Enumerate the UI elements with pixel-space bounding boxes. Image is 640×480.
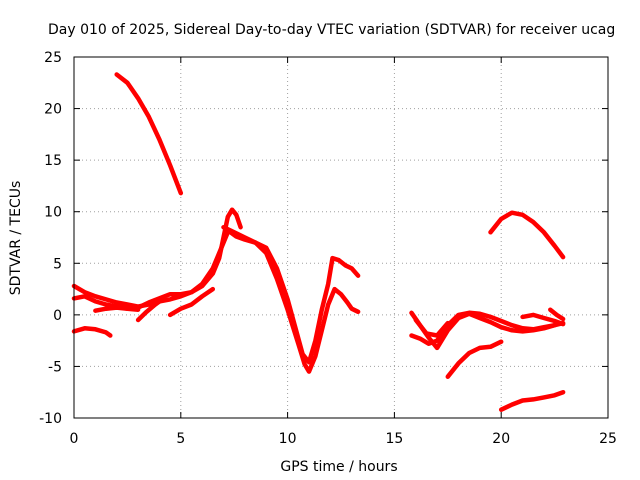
series-line-s5 bbox=[93, 305, 141, 313]
y-tick-label: 10 bbox=[44, 205, 62, 221]
series-line-s16 bbox=[520, 312, 566, 327]
y-tick-label: 15 bbox=[44, 153, 62, 169]
y-tick-label: -10 bbox=[39, 411, 62, 427]
series-line-s11 bbox=[409, 310, 557, 351]
series-line-s4 bbox=[71, 326, 113, 338]
x-tick-label: 25 bbox=[599, 431, 617, 447]
series-line-s14 bbox=[488, 210, 566, 260]
series-line-s1 bbox=[114, 72, 184, 196]
series-line-s2 bbox=[71, 207, 243, 309]
series-line-s7 bbox=[135, 296, 166, 323]
series-line-s6 bbox=[167, 286, 216, 318]
x-tick-label: 15 bbox=[385, 431, 403, 447]
series-line-s8 bbox=[221, 224, 361, 374]
x-axis-label: GPS time / hours bbox=[280, 459, 397, 475]
series-line-s17 bbox=[548, 307, 566, 322]
plot-frame bbox=[73, 56, 609, 419]
series-line-s12 bbox=[413, 317, 451, 338]
grid bbox=[74, 57, 608, 418]
series-layer bbox=[71, 72, 566, 412]
y-tick-label: 0 bbox=[53, 308, 62, 324]
series-line-s15 bbox=[498, 389, 566, 412]
series-line-s9 bbox=[225, 228, 361, 365]
axis-ticks: 0 5 10 15 20 25 -10 -5 0 5 10 15 20 25 bbox=[39, 50, 617, 447]
series-line-s3 bbox=[71, 230, 231, 311]
y-axis-label: SDTVAR / TECUs bbox=[8, 181, 24, 296]
y-tick-label: 25 bbox=[44, 50, 62, 66]
x-tick-label: 10 bbox=[279, 431, 297, 447]
x-tick-label: 5 bbox=[176, 431, 185, 447]
x-tick-label: 20 bbox=[492, 431, 510, 447]
chart-title: Day 010 of 2025, Sidereal Day-to-day VTE… bbox=[48, 22, 615, 38]
y-tick-label: -5 bbox=[48, 359, 62, 375]
y-tick-label: 5 bbox=[53, 256, 62, 272]
y-tick-label: 20 bbox=[44, 102, 62, 118]
x-tick-label: 0 bbox=[70, 431, 79, 447]
series-line-s13 bbox=[445, 339, 504, 379]
